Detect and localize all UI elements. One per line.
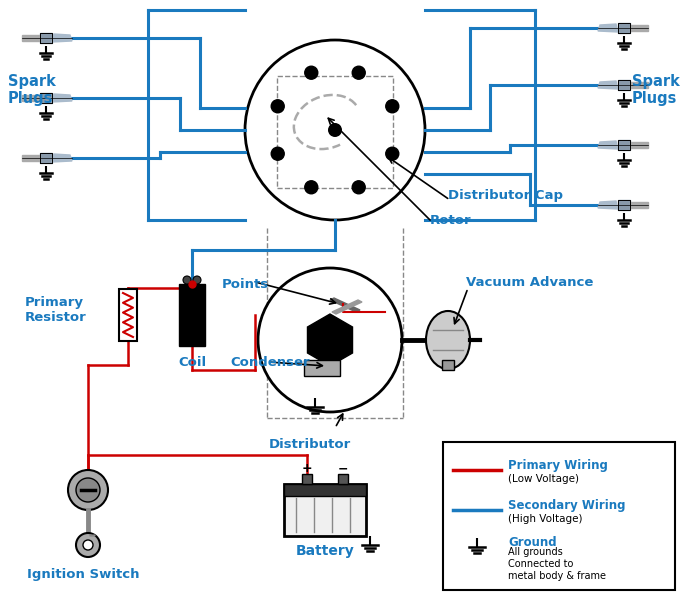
Polygon shape bbox=[630, 142, 648, 148]
Text: Spark
Plugs: Spark Plugs bbox=[8, 74, 56, 106]
Text: Ground: Ground bbox=[508, 537, 557, 549]
Bar bbox=[284, 484, 366, 536]
Polygon shape bbox=[598, 201, 618, 209]
Text: Points: Points bbox=[222, 278, 269, 292]
Text: −: − bbox=[338, 462, 349, 476]
Polygon shape bbox=[22, 35, 40, 41]
Text: Secondary Wiring: Secondary Wiring bbox=[508, 499, 625, 512]
Polygon shape bbox=[22, 95, 40, 101]
Polygon shape bbox=[598, 141, 618, 149]
Polygon shape bbox=[52, 154, 72, 162]
Text: Rotor: Rotor bbox=[430, 214, 472, 227]
Circle shape bbox=[245, 40, 425, 220]
Polygon shape bbox=[618, 140, 630, 150]
Polygon shape bbox=[308, 314, 353, 366]
Text: Ignition Switch: Ignition Switch bbox=[27, 568, 139, 581]
Circle shape bbox=[183, 276, 191, 284]
Bar bbox=[119, 289, 137, 341]
Polygon shape bbox=[618, 23, 630, 33]
Circle shape bbox=[76, 478, 100, 502]
Polygon shape bbox=[630, 82, 648, 88]
Polygon shape bbox=[330, 298, 360, 312]
Bar bbox=[302, 474, 312, 484]
Circle shape bbox=[386, 147, 399, 160]
Polygon shape bbox=[22, 155, 40, 161]
Polygon shape bbox=[332, 300, 362, 314]
Circle shape bbox=[386, 100, 399, 113]
Circle shape bbox=[352, 66, 366, 79]
Text: Battery: Battery bbox=[295, 544, 355, 558]
Circle shape bbox=[76, 533, 100, 557]
Polygon shape bbox=[618, 200, 630, 210]
Text: Coil: Coil bbox=[178, 356, 206, 369]
Circle shape bbox=[328, 123, 342, 137]
Text: Spark
Plugs: Spark Plugs bbox=[632, 74, 680, 106]
Text: +: + bbox=[301, 462, 312, 476]
Ellipse shape bbox=[426, 311, 470, 369]
Text: (Low Voltage): (Low Voltage) bbox=[508, 474, 579, 484]
Circle shape bbox=[83, 540, 93, 550]
Text: Condenser: Condenser bbox=[230, 356, 310, 368]
Circle shape bbox=[193, 276, 201, 284]
Polygon shape bbox=[618, 80, 630, 90]
Circle shape bbox=[305, 181, 318, 194]
Text: Primary
Resistor: Primary Resistor bbox=[25, 296, 87, 324]
Polygon shape bbox=[598, 81, 618, 89]
Polygon shape bbox=[40, 93, 52, 103]
Text: All grounds
Connected to
metal body & frame: All grounds Connected to metal body & fr… bbox=[508, 547, 606, 580]
Polygon shape bbox=[40, 33, 52, 43]
Bar bbox=[304, 360, 340, 376]
Polygon shape bbox=[52, 34, 72, 42]
Polygon shape bbox=[52, 94, 72, 102]
Circle shape bbox=[271, 100, 284, 113]
Bar bbox=[443, 442, 675, 590]
Bar bbox=[338, 474, 348, 484]
Circle shape bbox=[68, 470, 108, 510]
Text: Distributor: Distributor bbox=[269, 438, 351, 451]
Circle shape bbox=[271, 147, 284, 160]
Polygon shape bbox=[598, 24, 618, 32]
Circle shape bbox=[352, 181, 366, 194]
Bar bbox=[277, 76, 393, 188]
Bar bbox=[442, 360, 454, 370]
Text: Distributor Cap: Distributor Cap bbox=[448, 189, 563, 202]
Circle shape bbox=[258, 268, 402, 412]
Bar bbox=[179, 284, 205, 346]
Text: Primary Wiring: Primary Wiring bbox=[508, 459, 608, 471]
Text: Vacuum Advance: Vacuum Advance bbox=[466, 275, 593, 289]
Polygon shape bbox=[630, 25, 648, 31]
Polygon shape bbox=[40, 153, 52, 163]
Polygon shape bbox=[630, 202, 648, 208]
Text: (High Voltage): (High Voltage) bbox=[508, 514, 582, 524]
Bar bbox=[284, 484, 366, 496]
Circle shape bbox=[305, 66, 318, 79]
